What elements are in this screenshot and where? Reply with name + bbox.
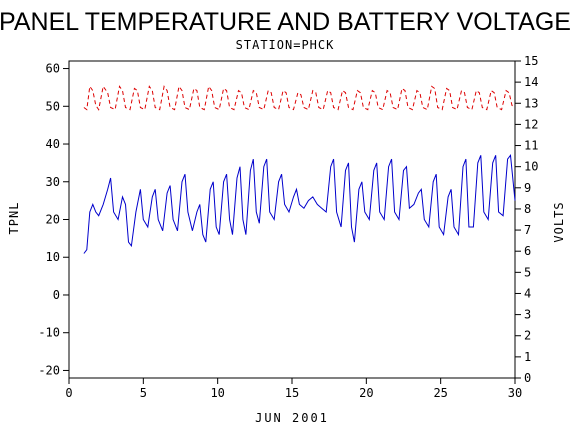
x-tick-label: 25 — [433, 386, 447, 400]
y-right-tick-label: 14 — [524, 75, 538, 89]
y-right-tick-label: 5 — [524, 265, 531, 279]
x-tick-label: 0 — [65, 386, 72, 400]
y-left-tick-label: 20 — [46, 213, 60, 227]
chart-title: PANEL TEMPERATURE AND BATTERY VOLTAGE — [0, 8, 570, 36]
y-left-tick-label: 30 — [46, 175, 60, 189]
y-right-tick-label: 1 — [524, 350, 531, 364]
y-right-tick-label: 9 — [524, 181, 531, 195]
y-right-tick-label: 2 — [524, 329, 531, 343]
y-axis-right-label: VOLTS — [552, 201, 566, 242]
y-right-tick-label: 3 — [524, 308, 531, 322]
y-left-tick-label: -20 — [38, 363, 60, 377]
x-tick-label: 15 — [285, 386, 299, 400]
y-right-tick-label: 6 — [524, 244, 531, 258]
y-right-tick-label: 0 — [524, 371, 531, 385]
y-left-tick-label: -10 — [38, 326, 60, 340]
x-tick-label: 20 — [359, 386, 373, 400]
y-right-tick-label: 12 — [524, 117, 538, 131]
y-right-tick-label: 7 — [524, 223, 531, 237]
y-right-tick-label: 8 — [524, 202, 531, 216]
y-left-tick-label: 0 — [53, 288, 60, 302]
chart-marks: 0 5 10 15 20 25 30-20-100102030405060012345678… — [38, 54, 538, 400]
plot-frame — [68, 60, 516, 379]
x-tick-label: 5 — [140, 386, 147, 400]
chart-subtitle: STATION=PHCK — [236, 38, 335, 52]
y-left-tick-label: 40 — [46, 137, 60, 151]
y-right-tick-label: 4 — [524, 286, 531, 300]
y-left-tick-label: 50 — [46, 99, 60, 113]
x-tick-label: 30 — [508, 386, 522, 400]
series-line-volts — [83, 85, 516, 111]
series-line-tpnl — [83, 153, 516, 254]
x-axis-label: JUN 2001 — [255, 411, 329, 425]
y-right-tick-label: 10 — [524, 160, 538, 174]
y-left-tick-label: 60 — [46, 62, 60, 76]
x-tick-label: 10 — [210, 386, 224, 400]
y-right-tick-label: 15 — [524, 54, 538, 68]
y-left-tick-label: 10 — [46, 250, 60, 264]
y-axis-left-label: TPNL — [7, 202, 21, 235]
y-right-tick-label: 13 — [524, 96, 538, 110]
y-right-tick-label: 11 — [524, 139, 538, 153]
